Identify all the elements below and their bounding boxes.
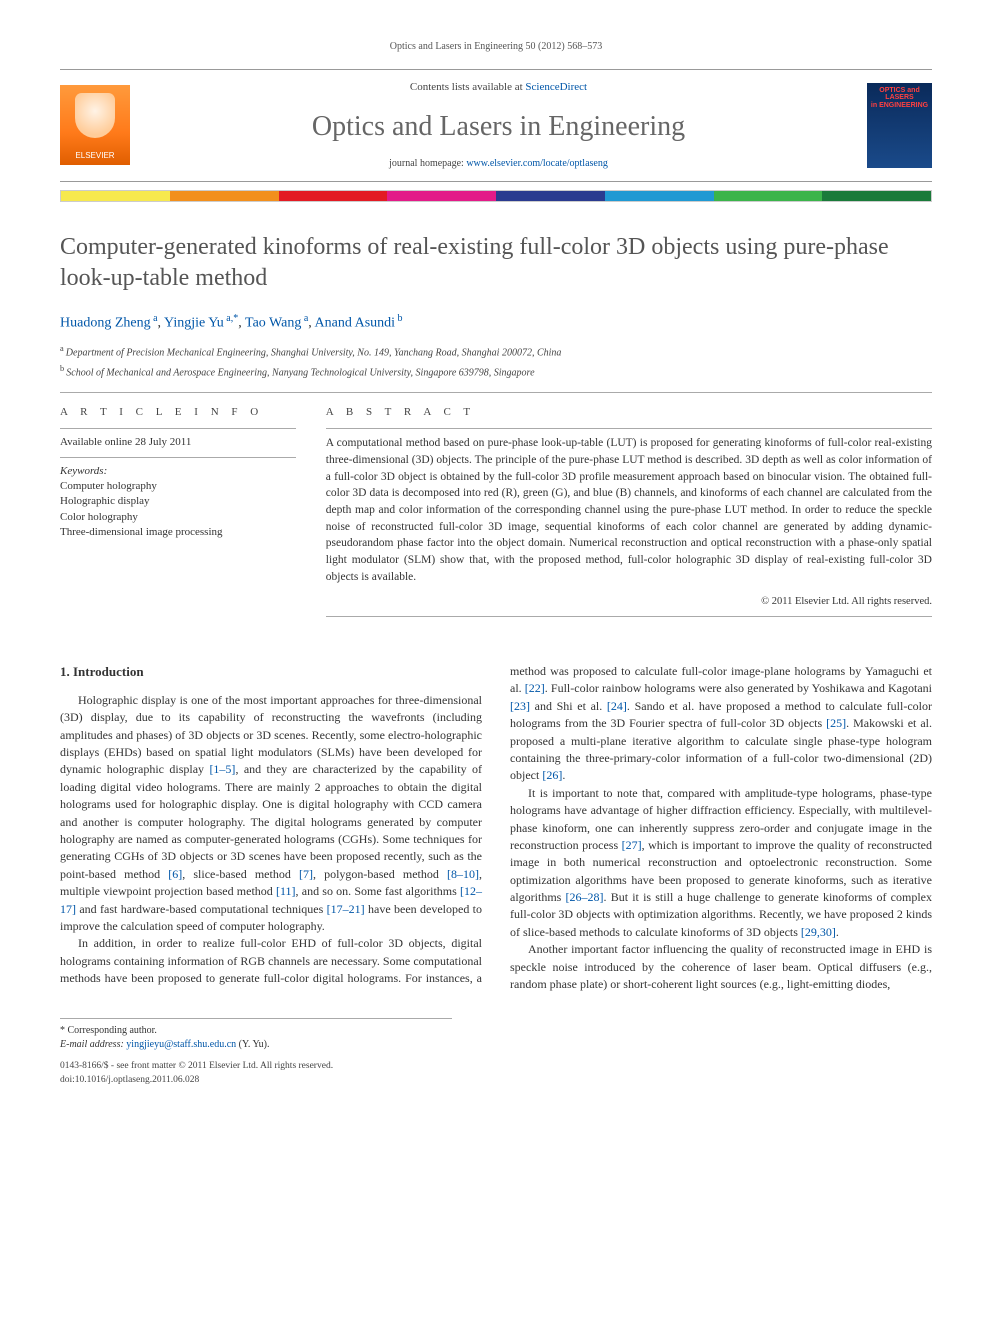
- article-info-column: A R T I C L E I N F O Available online 2…: [60, 405, 296, 623]
- color-bar: [60, 190, 932, 202]
- ref-27[interactable]: [27]: [622, 838, 642, 852]
- ref-25[interactable]: [25]: [826, 716, 846, 730]
- ref-17-21[interactable]: [17–21]: [327, 902, 365, 916]
- body-columns: 1. Introduction Holographic display is o…: [60, 663, 932, 993]
- journal-name: Optics and Lasers in Engineering: [145, 107, 852, 146]
- color-swatch: [714, 191, 823, 201]
- color-swatch: [279, 191, 388, 201]
- contents-line: Contents lists available at ScienceDirec…: [145, 80, 852, 95]
- ref-23[interactable]: [23]: [510, 699, 530, 713]
- elsevier-logo: ELSEVIER: [60, 85, 130, 165]
- ref-26[interactable]: [26]: [542, 768, 562, 782]
- text: , and they are characterized by the capa…: [60, 762, 482, 880]
- color-swatch: [605, 191, 714, 201]
- affiliation: b School of Mechanical and Aerospace Eng…: [60, 363, 932, 380]
- color-swatch: [387, 191, 496, 201]
- homepage-line: journal homepage: www.elsevier.com/locat…: [145, 157, 852, 171]
- homepage-prefix: journal homepage:: [389, 158, 466, 169]
- para-1: Holographic display is one of the most i…: [60, 692, 482, 935]
- text: . Full-color rainbow holograms were also…: [545, 681, 932, 695]
- doi-line: doi:10.1016/j.optlaseng.2011.06.028: [60, 1074, 452, 1087]
- ref-26-28[interactable]: [26–28]: [566, 890, 604, 904]
- email-label: E-mail address:: [60, 1039, 126, 1050]
- ref-11[interactable]: [11]: [276, 884, 296, 898]
- corresponding-author: * Corresponding author.: [60, 1024, 452, 1038]
- author-link[interactable]: Tao Wang: [245, 316, 301, 331]
- ref-22[interactable]: [22]: [525, 681, 545, 695]
- homepage-link[interactable]: www.elsevier.com/locate/optlaseng: [466, 158, 608, 169]
- author-sup: a,*: [224, 313, 238, 324]
- ref-24[interactable]: [24]: [607, 699, 627, 713]
- affiliations: a Department of Precision Mechanical Eng…: [60, 343, 932, 380]
- keywords-list: Computer holographyHolographic displayCo…: [60, 479, 296, 541]
- article-title: Computer-generated kinoforms of real-exi…: [60, 232, 932, 294]
- email-name: (Y. Yu).: [236, 1039, 269, 1050]
- info-abstract-row: A R T I C L E I N F O Available online 2…: [60, 405, 932, 623]
- abstract-copyright: © 2011 Elsevier Ltd. All rights reserved…: [326, 595, 932, 610]
- color-swatch: [822, 191, 931, 201]
- separator: [60, 392, 932, 393]
- text: , polygon-based method: [313, 867, 447, 881]
- footnotes: * Corresponding author. E-mail address: …: [60, 1018, 452, 1087]
- abstract-text: A computational method based on pure-pha…: [326, 435, 932, 585]
- email-link[interactable]: yingjieyu@staff.shu.edu.cn: [126, 1039, 236, 1050]
- sciencedirect-link[interactable]: ScienceDirect: [525, 81, 587, 93]
- para-3: It is important to note that, compared w…: [510, 785, 932, 942]
- author-sup: b: [395, 313, 403, 324]
- ref-8-10[interactable]: [8–10]: [447, 867, 479, 881]
- ref-29-30[interactable]: [29,30]: [801, 925, 836, 939]
- text: .: [836, 925, 839, 939]
- author-link[interactable]: Huadong Zheng: [60, 316, 151, 331]
- ref-7[interactable]: [7]: [299, 867, 313, 881]
- running-head: Optics and Lasers in Engineering 50 (201…: [60, 40, 932, 54]
- text: and fast hardware-based computational te…: [76, 902, 327, 916]
- abstract-heading: A B S T R A C T: [326, 405, 932, 420]
- cover-line1: OPTICS and LASERS: [869, 87, 930, 102]
- text: , slice-based method: [182, 867, 299, 881]
- keyword: Holographic display: [60, 494, 296, 509]
- masthead-center: Contents lists available at ScienceDirec…: [145, 80, 852, 171]
- cover-line2: in ENGINEERING: [869, 102, 930, 110]
- abstract-column: A B S T R A C T A computational method b…: [326, 405, 932, 623]
- masthead: ELSEVIER Contents lists available at Sci…: [60, 69, 932, 182]
- issn-line: 0143-8166/$ - see front matter © 2011 El…: [60, 1060, 452, 1073]
- text: , and so on. Some fast algorithms: [296, 884, 460, 898]
- journal-cover-thumb: OPTICS and LASERS in ENGINEERING: [867, 83, 932, 168]
- affiliation: a Department of Precision Mechanical Eng…: [60, 343, 932, 360]
- author-link[interactable]: Anand Asundi: [315, 316, 396, 331]
- para-4: Another important factor influencing the…: [510, 941, 932, 993]
- email-line: E-mail address: yingjieyu@staff.shu.edu.…: [60, 1038, 452, 1052]
- keyword: Three-dimensional image processing: [60, 525, 296, 540]
- keyword: Color holography: [60, 510, 296, 525]
- publisher-name: ELSEVIER: [75, 150, 114, 161]
- text: and Shi et al.: [530, 699, 607, 713]
- author-list: Huadong Zheng a, Yingjie Yu a,*, Tao Wan…: [60, 312, 932, 333]
- color-swatch: [496, 191, 605, 201]
- text: .: [562, 768, 565, 782]
- section-heading-intro: 1. Introduction: [60, 663, 482, 682]
- author-sup: a: [151, 313, 158, 324]
- ref-1-5[interactable]: [1–5]: [209, 762, 235, 776]
- keyword: Computer holography: [60, 479, 296, 494]
- color-swatch: [170, 191, 279, 201]
- contents-prefix: Contents lists available at: [410, 81, 525, 93]
- color-swatch: [61, 191, 170, 201]
- keywords-heading: Keywords:: [60, 464, 296, 479]
- author-link[interactable]: Yingjie Yu: [164, 316, 224, 331]
- article-info-heading: A R T I C L E I N F O: [60, 405, 296, 420]
- available-online: Available online 28 July 2011: [60, 435, 296, 450]
- author-sup: a: [301, 313, 308, 324]
- ref-6[interactable]: [6]: [168, 867, 182, 881]
